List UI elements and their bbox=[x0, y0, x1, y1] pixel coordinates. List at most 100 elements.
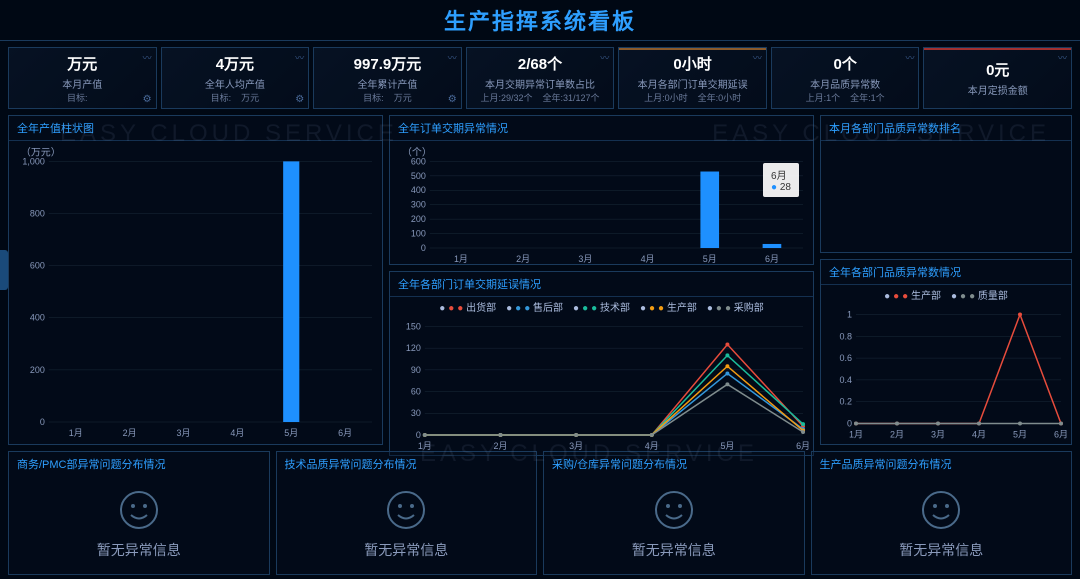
smile-icon bbox=[386, 490, 426, 530]
svg-text:2月: 2月 bbox=[516, 254, 530, 264]
smile-icon bbox=[921, 490, 961, 530]
line-chart: 03060901201501月2月3月4月5月6月 bbox=[390, 316, 813, 455]
wave-icon: 〰 bbox=[295, 51, 304, 64]
svg-text:6月: 6月 bbox=[765, 254, 779, 264]
kpi-value: 0小时 bbox=[625, 53, 760, 74]
svg-text:1月: 1月 bbox=[418, 441, 432, 451]
kpi-footer: 上月:1个全年:1个 bbox=[778, 91, 913, 104]
side-expand-tab[interactable] bbox=[0, 250, 8, 290]
svg-text:30: 30 bbox=[411, 408, 421, 418]
panel-title: 全年产值柱状图 bbox=[9, 116, 382, 141]
panel-title: 本月各部门品质异常数排名 bbox=[821, 116, 1071, 141]
svg-text:0: 0 bbox=[847, 419, 852, 429]
smile-icon bbox=[119, 490, 159, 530]
svg-text:150: 150 bbox=[406, 321, 421, 331]
panel-dept-delay: 全年各部门订单交期延误情况 ● 出货部● 售后部● 技术部● 生产部● 采购部 … bbox=[389, 271, 814, 456]
kpi-value: 0元 bbox=[930, 59, 1065, 80]
wave-icon: 〰 bbox=[1058, 51, 1067, 64]
svg-text:120: 120 bbox=[406, 343, 421, 353]
kpi-footer: 上月:29/32个全年:31/127个 bbox=[473, 91, 608, 104]
kpi-label: 全年累计产值 bbox=[320, 76, 455, 91]
svg-text:0.4: 0.4 bbox=[839, 375, 852, 385]
wave-icon: 〰 bbox=[905, 51, 914, 64]
bar-chart: （个）01002003004005006001月2月3月4月5月6月 bbox=[390, 141, 813, 270]
svg-text:3月: 3月 bbox=[177, 428, 191, 438]
svg-text:0.8: 0.8 bbox=[839, 331, 852, 341]
kpi-footer: 目标: bbox=[15, 91, 150, 104]
panel-quality-rank: 本月各部门品质异常数排名 bbox=[820, 115, 1072, 253]
legend-item[interactable]: ● 出货部 bbox=[439, 299, 496, 314]
svg-text:1月: 1月 bbox=[454, 254, 468, 264]
kpi-card: 〰 997.9万元 全年累计产值 目标:万元 ⚙ bbox=[313, 47, 462, 109]
kpi-row: 〰 万元 本月产值 目标: ⚙ 〰 4万元 全年人均产值 目标:万元 ⚙ 〰 9… bbox=[0, 41, 1080, 115]
svg-text:6月: 6月 bbox=[1054, 430, 1068, 440]
page-title: 生产指挥系统看板 bbox=[0, 4, 1080, 36]
kpi-label: 本月定损金额 bbox=[930, 82, 1065, 97]
panel-title: 商务/PMC部异常问题分布情况 bbox=[9, 452, 174, 476]
svg-text:500: 500 bbox=[411, 171, 426, 181]
legend-item[interactable]: ● 生产部 bbox=[884, 287, 941, 302]
legend-item[interactable]: ● 技术部 bbox=[573, 299, 630, 314]
panel-title: 采购/仓库异常问题分布情况 bbox=[544, 452, 695, 476]
svg-text:4月: 4月 bbox=[645, 441, 659, 451]
wave-icon: 〰 bbox=[448, 51, 457, 64]
svg-text:1,000: 1,000 bbox=[22, 156, 44, 166]
svg-text:6月: 6月 bbox=[796, 441, 810, 451]
kpi-value: 4万元 bbox=[168, 53, 303, 74]
legend-item[interactable]: ● 售后部 bbox=[506, 299, 563, 314]
wave-icon: 〰 bbox=[143, 51, 152, 64]
svg-text:3月: 3月 bbox=[931, 430, 945, 440]
gear-icon[interactable]: ⚙ bbox=[448, 94, 457, 105]
kpi-card: 〰 4万元 全年人均产值 目标:万元 ⚙ bbox=[161, 47, 310, 109]
panel-order-abnormal: 全年订单交期异常情况 （个）01002003004005006001月2月3月4… bbox=[389, 115, 814, 265]
svg-text:600: 600 bbox=[411, 156, 426, 166]
kpi-value: 997.9万元 bbox=[320, 53, 455, 74]
panel-quality-abnormal: 全年各部门品质异常数情况 ● 生产部● 质量部 00.20.40.60.811月… bbox=[820, 259, 1072, 445]
empty-text: 暂无异常信息 bbox=[364, 540, 448, 560]
tooltip-month: 6月 bbox=[771, 167, 791, 182]
svg-text:0: 0 bbox=[421, 243, 426, 253]
panel-title: 技术品质异常问题分布情况 bbox=[277, 452, 425, 476]
chart-tooltip: 6月 ● 28 bbox=[763, 163, 799, 197]
svg-text:0.6: 0.6 bbox=[839, 353, 852, 363]
bottom-panel: 生产品质异常问题分布情况 暂无异常信息 bbox=[811, 451, 1073, 575]
bottom-panel: 采购/仓库异常问题分布情况 暂无异常信息 bbox=[543, 451, 805, 575]
chart-legend: ● 生产部 ● 质量部 bbox=[821, 285, 1071, 304]
svg-text:800: 800 bbox=[30, 209, 45, 219]
svg-text:1: 1 bbox=[847, 310, 852, 320]
svg-text:5月: 5月 bbox=[703, 254, 717, 264]
smile-icon bbox=[654, 490, 694, 530]
svg-text:200: 200 bbox=[411, 214, 426, 224]
svg-text:1月: 1月 bbox=[69, 428, 83, 438]
bottom-panel: 商务/PMC部异常问题分布情况 暂无异常信息 bbox=[8, 451, 270, 575]
panel-title: 全年订单交期异常情况 bbox=[390, 116, 813, 141]
kpi-value: 0个 bbox=[778, 53, 913, 74]
gear-icon[interactable]: ⚙ bbox=[143, 94, 152, 105]
kpi-footer: 目标:万元 bbox=[168, 91, 303, 104]
legend-item[interactable]: ● 采购部 bbox=[707, 299, 764, 314]
legend-item[interactable]: ● 生产部 bbox=[640, 299, 697, 314]
gear-icon[interactable]: ⚙ bbox=[295, 94, 304, 105]
svg-text:400: 400 bbox=[30, 313, 45, 323]
svg-text:4月: 4月 bbox=[972, 430, 986, 440]
kpi-label: 本月品质异常数 bbox=[778, 76, 913, 91]
kpi-card: 〰 0个 本月品质异常数 上月:1个全年:1个 bbox=[771, 47, 920, 109]
bottom-row: 商务/PMC部异常问题分布情况 暂无异常信息 技术品质异常问题分布情况 暂无异常… bbox=[0, 445, 1080, 575]
svg-text:5月: 5月 bbox=[720, 441, 734, 451]
legend-item[interactable]: ● 质量部 bbox=[951, 287, 1008, 302]
svg-text:4月: 4月 bbox=[641, 254, 655, 264]
svg-text:200: 200 bbox=[30, 365, 45, 375]
svg-text:0: 0 bbox=[40, 417, 45, 427]
svg-text:5月: 5月 bbox=[1013, 430, 1027, 440]
kpi-label: 全年人均产值 bbox=[168, 76, 303, 91]
svg-text:3月: 3月 bbox=[569, 441, 583, 451]
kpi-value: 2/68个 bbox=[473, 53, 608, 74]
kpi-label: 本月各部门订单交期延误 bbox=[625, 76, 760, 91]
svg-text:3月: 3月 bbox=[578, 254, 592, 264]
svg-text:6月: 6月 bbox=[338, 428, 352, 438]
kpi-card: 〰 0元 本月定损金额 bbox=[923, 47, 1072, 109]
svg-text:90: 90 bbox=[411, 365, 421, 375]
line-chart: 00.20.40.60.811月2月3月4月5月6月 bbox=[821, 304, 1071, 444]
svg-text:100: 100 bbox=[411, 229, 426, 239]
empty-text: 暂无异常信息 bbox=[632, 540, 716, 560]
